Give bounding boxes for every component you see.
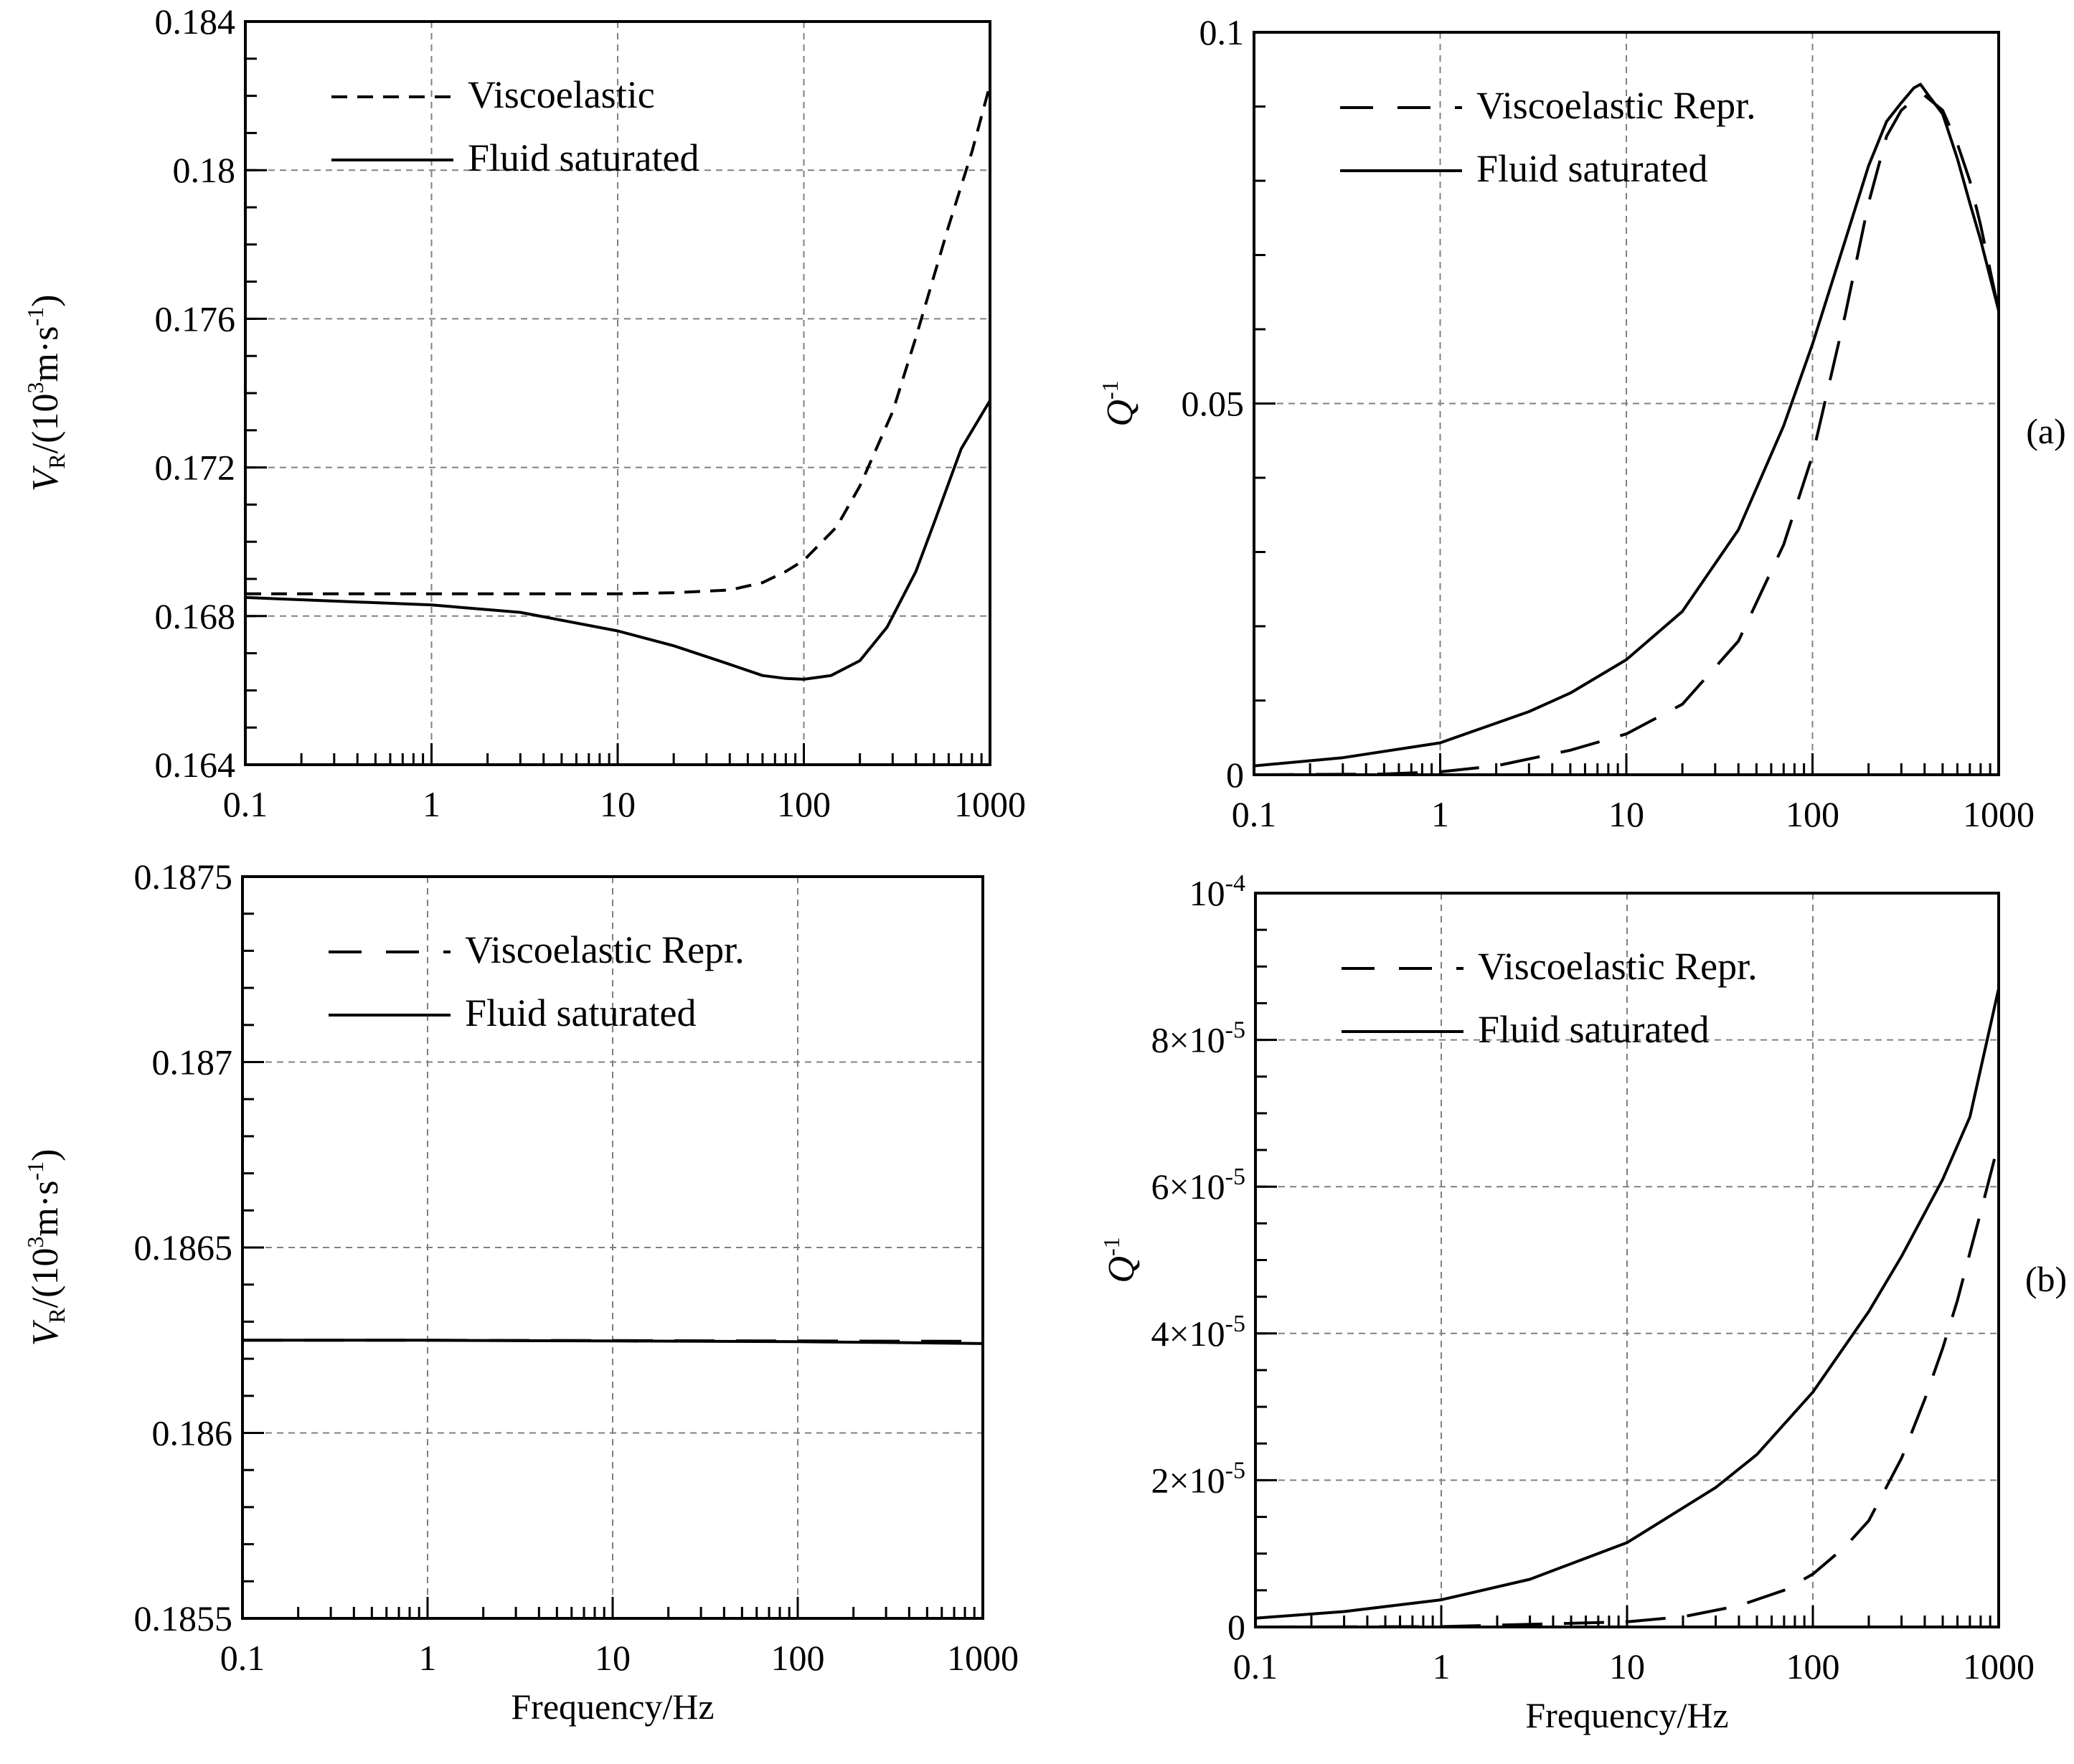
legend-label-0: Viscoelastic Repr. [465, 928, 745, 971]
panel-label-a: (a) [2026, 411, 2066, 451]
x-tick-label: 10 [1609, 1646, 1645, 1687]
x-tick-label: 100 [771, 1638, 825, 1678]
y-label-subscript: R [44, 1308, 70, 1324]
y-label-text: m·s [25, 1181, 66, 1237]
y-tick-exponent: -5 [1225, 1311, 1245, 1337]
x-axis-label: Frequency/Hz [1525, 1695, 1728, 1735]
legend-label-0: Viscoelastic Repr. [1478, 945, 1758, 988]
y-label-symbol: V [25, 465, 66, 491]
y-label-text: m·s [25, 326, 66, 382]
y-tick-base: 2×10 [1151, 1460, 1225, 1500]
x-tick-label: 10 [1608, 794, 1644, 834]
y-tick-base: 0 [1227, 1607, 1245, 1647]
x-tick-label: 1000 [1963, 1646, 2035, 1687]
y-tick-label: 0.1 [1199, 12, 1245, 52]
y-label-text: /(10 [25, 394, 66, 454]
y-tick-base: 10 [1189, 873, 1225, 913]
y-tick-base: 8×10 [1151, 1020, 1225, 1060]
y-label-symbol: V [25, 1319, 66, 1346]
x-tick-label: 1 [419, 1638, 437, 1678]
chart-a_left: 0.1 1 10 100 1000 0.164 0.168 0.172 0.176 0.18 0.1… [22, 1, 1026, 824]
y-label-superscript: -1 [22, 1161, 48, 1181]
y-tick-label: 0.186 [152, 1413, 233, 1453]
series-line-0 [1255, 1142, 1999, 1627]
series-line-1 [242, 1339, 983, 1345]
y-tick-label: 0.172 [155, 448, 236, 488]
y-tick-label: 0 [1227, 1607, 1245, 1647]
legend-label-1: Fluid saturated [1478, 1008, 1709, 1051]
x-tick-label: 10 [595, 1638, 631, 1678]
x-tick-label: 1000 [947, 1638, 1019, 1678]
y-tick-label: 10-4 [1189, 870, 1245, 913]
y-label-superscript: -1 [1097, 380, 1123, 400]
series-line-1 [1254, 82, 1999, 768]
y-label-text: ) [25, 295, 66, 307]
y-tick-label: 6×10-5 [1151, 1164, 1245, 1207]
x-tick-label: 1 [423, 784, 440, 824]
legend-label-1: Fluid saturated [465, 991, 696, 1034]
chart-b_left: 0.1 1 10 100 1000 0.1855 0.186 0.1865 0.187 0.187… [22, 857, 1019, 1727]
y-label-symbol: Q [1101, 1256, 1142, 1283]
x-axis-label: Frequency/Hz [511, 1687, 714, 1727]
y-label-superscript: -1 [22, 307, 48, 326]
y-label-superscript: 3 [22, 382, 48, 394]
x-tick-label: 100 [1786, 794, 1839, 834]
y-label-symbol: Q [1100, 400, 1141, 427]
y-axis-label: VR/(103m·s-1) [22, 1149, 70, 1346]
chart-b_right: 0.1 1 10 100 100002×10-54×10-56×10-58×10-510… [1098, 870, 2035, 1735]
y-tick-exponent: -5 [1225, 1017, 1245, 1044]
x-tick-label: 1000 [1963, 794, 2035, 834]
y-tick-label: 0.184 [155, 1, 236, 42]
y-tick-label: 0.168 [155, 596, 236, 636]
x-tick-label: 0.1 [220, 1638, 265, 1678]
x-tick-label: 1000 [954, 784, 1026, 824]
series-line-1 [245, 400, 990, 681]
y-label-superscript: 3 [22, 1237, 48, 1248]
legend-label-1: Fluid saturated [1476, 147, 1707, 190]
panel-label-b: (b) [2025, 1259, 2067, 1299]
series-line-0 [245, 84, 990, 595]
y-tick-base: 4×10 [1151, 1313, 1225, 1354]
x-tick-label: 0.1 [1233, 1646, 1278, 1687]
x-tick-label: 100 [777, 784, 831, 824]
legend-label-0: Viscoelastic Repr. [1476, 84, 1756, 127]
x-tick-label: 100 [1786, 1646, 1840, 1687]
legend-label-0: Viscoelastic [468, 73, 655, 116]
y-axis-label: VR/(103m·s-1) [22, 295, 70, 492]
y-tick-label: 0.1855 [134, 1598, 233, 1638]
y-tick-label: 0.176 [155, 298, 236, 339]
legend-label-1: Fluid saturated [468, 136, 699, 179]
x-tick-label: 0.1 [223, 784, 268, 824]
x-tick-label: 1 [1433, 1646, 1451, 1687]
x-tick-label: 0.1 [1232, 794, 1277, 834]
y-tick-exponent: -4 [1225, 870, 1245, 897]
y-tick-label: 4×10-5 [1151, 1311, 1245, 1354]
y-label-text: ) [25, 1149, 66, 1161]
y-label-superscript: -1 [1098, 1237, 1124, 1256]
y-label-subscript: R [44, 453, 70, 469]
y-tick-label: 0.187 [152, 1042, 233, 1083]
y-tick-label: 0.164 [155, 745, 236, 785]
y-label-text: /(10 [25, 1248, 66, 1308]
y-axis-label: Q-1 [1098, 1237, 1142, 1283]
x-tick-label: 10 [600, 784, 636, 824]
y-tick-label: 0.1865 [134, 1227, 233, 1268]
series-line-0 [1254, 94, 1999, 775]
y-tick-label: 0.1875 [134, 857, 233, 897]
series-line-1 [1255, 988, 1999, 1620]
chart-a_right: 0.1 1 10 100 1000 0 0.05 0.1 Q-1 Viscoelastic Rep… [1097, 12, 2035, 834]
y-axis-label: Q-1 [1097, 380, 1141, 426]
y-tick-label: 2×10-5 [1151, 1457, 1245, 1500]
y-tick-base: 6×10 [1151, 1166, 1225, 1207]
y-tick-label: 0 [1226, 755, 1244, 795]
y-tick-exponent: -5 [1225, 1457, 1245, 1484]
x-tick-label: 1 [1431, 794, 1449, 834]
y-tick-label: 0.18 [173, 150, 236, 190]
y-tick-label: 8×10-5 [1151, 1017, 1245, 1060]
y-tick-label: 0.05 [1182, 384, 1245, 424]
y-tick-exponent: -5 [1225, 1164, 1245, 1190]
